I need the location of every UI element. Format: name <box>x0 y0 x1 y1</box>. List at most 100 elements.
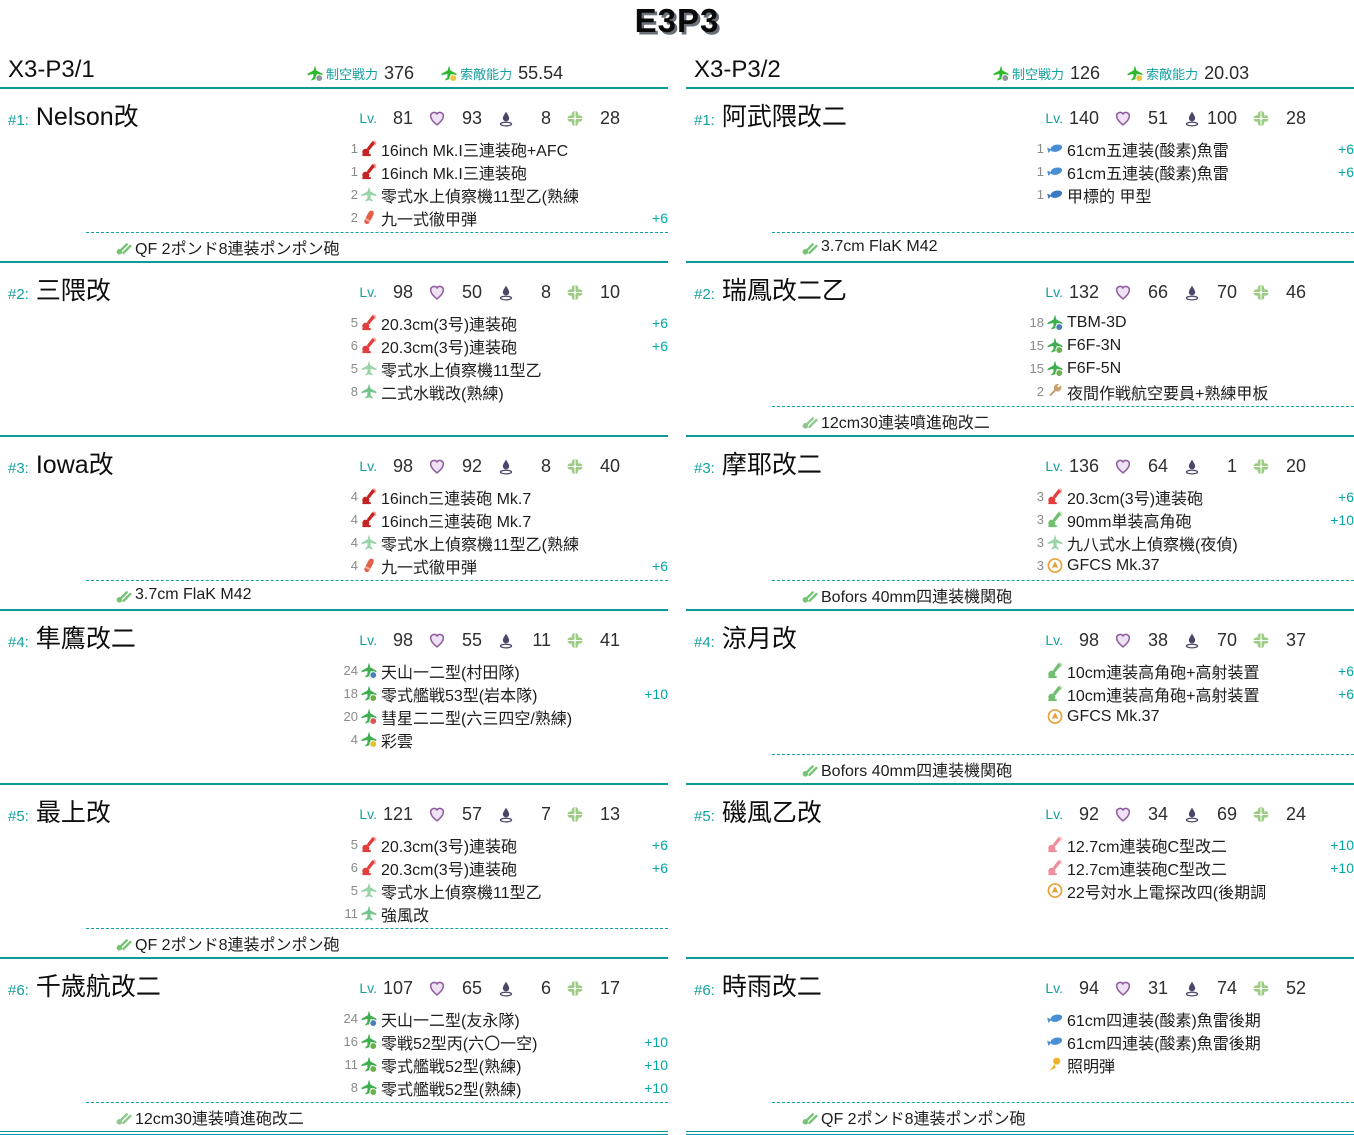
ship-detail-pane: Lv. 136 64 1 20 3 20.3cm(3号)連装砲 +6 3 90mm単装高角砲 +10… <box>1018 453 1354 603</box>
gun-medium-icon <box>360 836 378 853</box>
splash-icon <box>1183 284 1201 301</box>
heart-icon <box>428 458 446 475</box>
heart-icon <box>1114 806 1132 823</box>
equipment-name: 零式水上偵察機11型乙 <box>381 884 542 902</box>
improvement-value: +10 <box>644 685 668 702</box>
equipment-name: 61cm四連装(酸素)魚雷後期 <box>1067 1012 1261 1030</box>
ship-stats-row: Lv. 140 51 100 28 <box>1018 105 1354 131</box>
slot-count: 3 <box>1036 489 1044 504</box>
fighter-plane-icon <box>306 65 324 82</box>
radar-icon <box>1046 557 1064 574</box>
equipment-name: Bofors 40mm四連装機関砲 <box>821 762 1013 780</box>
fleet-name: X3-P3/2 <box>694 56 781 83</box>
slot-count: 11 <box>344 906 359 921</box>
equipment-row: 6 20.3cm(3号)連装砲 +6 <box>332 334 668 357</box>
ship-stats-row: Lv. 94 31 74 52 <box>1018 975 1354 1001</box>
splash-icon <box>497 980 515 997</box>
ship-block: #2: 三隈改 Lv. 98 50 8 10 5 20.3cm(3号)連装砲 +6 6 20.3cm(… <box>0 263 668 437</box>
ap-shell-icon <box>360 557 378 574</box>
ship-detail-pane: Lv. 98 55 11 41 24 天山一二型(村田隊) 18 零式艦戦53型(岩本隊) +10… <box>332 627 668 777</box>
improvement-value: +6 <box>1338 488 1354 505</box>
plane-fighter-icon <box>1046 360 1064 377</box>
asw-value: 70 <box>1216 629 1237 650</box>
gun-ha-icon <box>1046 511 1064 528</box>
ship-stats-row: Lv. 121 57 7 13 <box>332 801 668 827</box>
ship-block: #1: Nelson改 Lv. 81 93 8 28 1 16inch Mk.I三連装砲+AFC… <box>0 89 668 263</box>
ship-title: #5: 最上改 <box>8 793 111 829</box>
equipment-list: 4 16inch三連装砲 Mk.7 4 16inch三連装砲 Mk.7 4 零式水上偵察機… <box>332 485 668 577</box>
equipment-list: 1 61cm五連装(酸素)魚雷 +6 1 61cm五連装(酸素)魚雷 +6 1 甲標的 甲型 <box>1018 137 1354 206</box>
ship-index: #1: <box>694 112 715 129</box>
slot-count: 4 <box>350 489 358 504</box>
radar-icon <box>1046 882 1064 899</box>
seaplane-fighter-icon <box>360 383 378 400</box>
equipment-name: 16inch Mk.I三連装砲 <box>381 165 527 183</box>
equipment-name: 20.3cm(3号)連装砲 <box>381 339 518 357</box>
air-power-stat: 制空戦力 376 <box>306 63 414 84</box>
equipment-row: 8 二式水戦改(熟練) <box>332 380 668 403</box>
ship-block: #2: 瑞鳳改二乙 Lv. 132 66 70 46 18 TBM-3D 15 F6F-3N 15 F6… <box>686 263 1354 437</box>
equipment-name: 零式水上偵察機11型乙(熟練 <box>381 188 579 206</box>
improvement-value: +6 <box>652 859 668 876</box>
equipment-row: 3 九八式水上偵察機(夜偵) <box>1018 531 1354 554</box>
heart-icon <box>1114 110 1132 127</box>
clover-icon <box>1252 632 1270 649</box>
equipment-row: 12.7cm連装砲C型改二 +10 <box>1018 856 1354 879</box>
slot-count: 11 <box>344 1057 359 1072</box>
level-value: 132 <box>1068 281 1099 302</box>
equipment-row: 11 強風改 <box>332 902 668 925</box>
ship-index: #5: <box>694 808 715 825</box>
level-value: 121 <box>382 803 413 824</box>
splash-icon <box>1183 980 1201 997</box>
level-value: 107 <box>382 977 413 998</box>
equipment-row: 4 16inch三連装砲 Mk.7 <box>332 508 668 531</box>
splash-icon <box>497 632 515 649</box>
equipment-row: 10cm連装高角砲+高射装置 +6 <box>1018 659 1354 682</box>
air-power-value: 126 <box>1070 63 1101 83</box>
ship-block: #4: 涼月改 Lv. 98 38 70 37 10cm連装高角砲+高射装置 +6 10cm連装高… <box>686 611 1354 785</box>
level-value: 140 <box>1068 107 1099 128</box>
los-stat: 索敵能力 20.03 <box>1126 63 1249 84</box>
luck-value: 37 <box>1285 629 1306 650</box>
splash-icon <box>1183 458 1201 475</box>
asw-value: 100 <box>1206 107 1237 128</box>
ship-title: #3: 摩耶改二 <box>694 445 822 481</box>
equipment-row: Bofors 40mm四連装機関砲 <box>772 757 1354 780</box>
slot-count: 6 <box>350 860 358 875</box>
slot-count: 2 <box>350 210 358 225</box>
equipment-name: 22号対水上電探改四(後期調 <box>1067 884 1267 902</box>
splash-icon <box>497 458 515 475</box>
slot-count: 18 <box>343 686 358 701</box>
aa-gun-icon <box>800 586 818 603</box>
equipment-row: 1 61cm五連装(酸素)魚雷 +6 <box>1018 137 1354 160</box>
ship-detail-pane: Lv. 81 93 8 28 1 16inch Mk.I三連装砲+AFC 1 16inch Mk… <box>332 105 668 255</box>
slot-count: 5 <box>350 837 358 852</box>
equipment-row: 12.7cm連装砲C型改二 +10 <box>1018 833 1354 856</box>
hp-value: 31 <box>1147 977 1168 998</box>
ship-name: Iowa改 <box>35 451 114 479</box>
clover-icon <box>1252 980 1270 997</box>
ship-detail-pane: Lv. 92 34 69 24 12.7cm連装砲C型改二 +10 12.7cm連装砲C型改二… <box>1018 801 1354 951</box>
equipment-row: 22号対水上電探改四(後期調 <box>1018 879 1354 902</box>
equipment-row: 4 九一式徹甲弾 +6 <box>332 554 668 577</box>
gun-medium-icon <box>360 337 378 354</box>
splash-icon <box>497 806 515 823</box>
los-stat: 索敵能力 55.54 <box>440 63 563 84</box>
equipment-row: 61cm四連装(酸素)魚雷後期 <box>1018 1030 1354 1053</box>
ship-detail-pane: Lv. 132 66 70 46 18 TBM-3D 15 F6F-3N 15 F6F-5N 2 夜間作… <box>1018 279 1354 429</box>
equipment-row: 5 零式水上偵察機11型乙 <box>332 357 668 380</box>
ship-title: #4: 涼月改 <box>694 619 797 655</box>
ship-index: #3: <box>694 460 715 477</box>
heart-icon <box>1114 458 1132 475</box>
hp-value: 34 <box>1147 803 1168 824</box>
ap-shell-icon <box>360 209 378 226</box>
asw-value: 74 <box>1216 977 1237 998</box>
slot-count: 24 <box>343 1011 358 1026</box>
equipment-row: 2 九一式徹甲弾 +6 <box>332 206 668 229</box>
equipment-row: 4 彩雲 <box>332 728 668 751</box>
equipment-row: 3 GFCS Mk.37 <box>1018 554 1354 577</box>
equipment-name: 零式水上偵察機11型乙 <box>381 362 542 380</box>
aa-gun-icon <box>800 238 818 255</box>
gun-small-icon <box>1046 859 1064 876</box>
heart-icon <box>428 110 446 127</box>
